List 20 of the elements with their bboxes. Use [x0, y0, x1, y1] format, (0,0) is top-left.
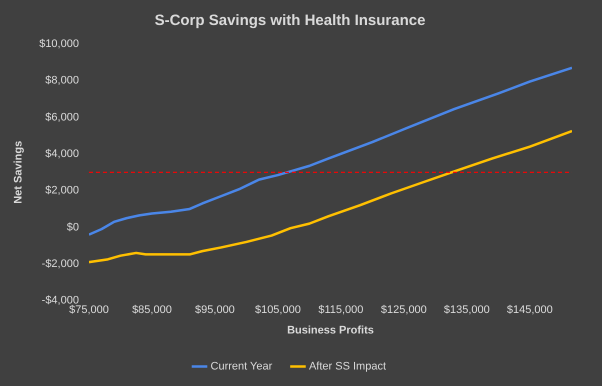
y-tick-label: $2,000: [45, 184, 79, 197]
y-tick-label: $8,000: [45, 74, 79, 87]
x-tick-label: $95,000: [195, 304, 235, 316]
y-axis-title: Net Savings: [12, 140, 25, 204]
legend-label: After SS Impact: [308, 360, 386, 373]
legend-label: Current Year: [210, 360, 273, 373]
x-tick-label: $75,000: [69, 304, 109, 316]
y-tick-label: $0: [66, 221, 79, 234]
x-tick-label: $105,000: [254, 304, 301, 316]
x-tick-label: $115,000: [318, 304, 364, 316]
y-tick-label: -$2,000: [42, 258, 79, 270]
y-tick-label: $6,000: [45, 111, 79, 124]
x-axis-title: Business Profits: [287, 324, 374, 336]
y-tick-label: $10,000: [39, 38, 79, 50]
x-tick-label: $85,000: [132, 304, 172, 316]
x-tick-label: $125,000: [380, 304, 427, 316]
x-tick-label: $135,000: [444, 304, 490, 316]
chart-title: S-Corp Savings with Health Insurance: [154, 12, 426, 30]
y-tick-label: $4,000: [45, 148, 79, 160]
x-tick-label: $145,000: [506, 304, 553, 316]
